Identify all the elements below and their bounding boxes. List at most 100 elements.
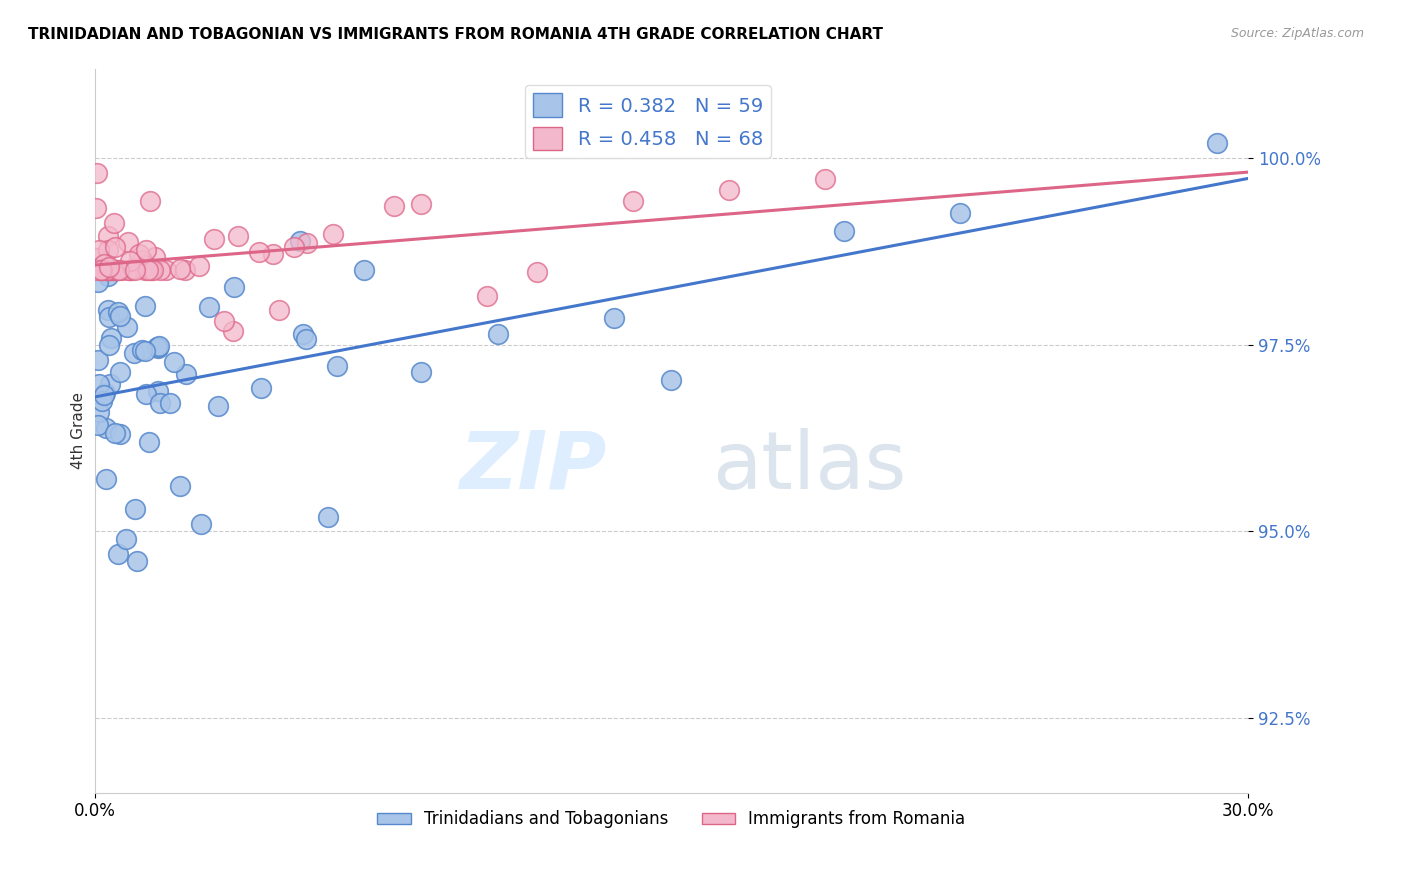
Point: [94, 385, 117, 400]
Point: [526, 265, 548, 279]
Point: [120, 263, 142, 277]
Point: [122, 262, 145, 277]
Point: [96, 269, 118, 284]
Point: [138, 434, 160, 449]
Text: TRINIDADIAN AND TOBAGONIAN VS IMMIGRANTS FROM ROMANIA 4TH GRADE CORRELATION CHAR: TRINIDADIAN AND TOBAGONIAN VS IMMIGRANTS…: [28, 27, 883, 42]
Point: [105, 263, 128, 277]
Point: [103, 216, 125, 230]
Point: [142, 263, 165, 277]
Point: [143, 250, 166, 264]
Point: [155, 263, 177, 277]
Point: [139, 263, 162, 277]
Point: [107, 305, 129, 319]
Point: [138, 263, 160, 277]
Point: [86, 263, 108, 277]
Point: [174, 367, 197, 381]
Point: [98, 260, 121, 275]
Point: [107, 263, 129, 277]
Point: [148, 339, 170, 353]
Point: [222, 279, 245, 293]
Point: [486, 326, 509, 341]
Point: [145, 340, 167, 354]
Point: [173, 263, 195, 277]
Point: [135, 387, 157, 401]
Point: [90, 393, 112, 408]
Point: [659, 373, 682, 387]
Point: [104, 240, 127, 254]
Point: [87, 275, 110, 289]
Point: [108, 365, 131, 379]
Point: [949, 206, 972, 220]
Point: [101, 263, 124, 277]
Point: [93, 257, 115, 271]
Point: [104, 425, 127, 440]
Point: [97, 338, 120, 352]
Point: [291, 327, 314, 342]
Point: [97, 263, 120, 277]
Point: [384, 199, 406, 213]
Point: [131, 253, 153, 268]
Point: [96, 263, 118, 277]
Point: [295, 332, 318, 346]
Point: [134, 263, 156, 277]
Point: [188, 259, 211, 273]
Point: [96, 263, 118, 277]
Point: [117, 235, 139, 249]
Point: [98, 377, 121, 392]
Point: [90, 263, 112, 277]
Point: [198, 300, 221, 314]
Point: [131, 343, 153, 357]
Point: [148, 341, 170, 355]
Point: [134, 344, 156, 359]
Point: [290, 234, 312, 248]
Point: [104, 263, 127, 277]
Point: [98, 263, 121, 277]
Point: [97, 243, 120, 257]
Point: [86, 166, 108, 180]
Point: [226, 229, 249, 244]
Point: [163, 355, 186, 369]
Point: [262, 247, 284, 261]
Point: [91, 263, 114, 277]
Point: [717, 183, 740, 197]
Point: [249, 381, 271, 395]
Y-axis label: 4th Grade: 4th Grade: [72, 392, 86, 469]
Point: [122, 346, 145, 360]
Point: [87, 405, 110, 419]
Point: [602, 310, 624, 325]
Point: [169, 261, 191, 276]
Point: [134, 299, 156, 313]
Point: [87, 352, 110, 367]
Point: [110, 263, 132, 277]
Point: [100, 331, 122, 345]
Text: Source: ZipAtlas.com: Source: ZipAtlas.com: [1230, 27, 1364, 40]
Point: [475, 289, 498, 303]
Point: [124, 263, 146, 277]
Point: [269, 303, 291, 318]
Point: [832, 224, 855, 238]
Point: [86, 201, 108, 215]
Point: [322, 227, 344, 242]
Point: [814, 171, 837, 186]
Point: [120, 254, 142, 268]
Point: [100, 263, 122, 277]
Point: [316, 510, 339, 524]
Point: [124, 501, 146, 516]
Point: [89, 244, 111, 258]
Point: [159, 395, 181, 409]
Point: [96, 421, 118, 435]
Point: [115, 532, 138, 546]
Point: [326, 359, 349, 373]
Point: [90, 263, 112, 277]
Point: [97, 228, 120, 243]
Point: [149, 396, 172, 410]
Point: [118, 263, 141, 277]
Point: [97, 303, 120, 318]
Point: [139, 194, 162, 208]
Point: [128, 247, 150, 261]
Point: [91, 263, 114, 277]
Text: atlas: atlas: [713, 428, 907, 506]
Point: [118, 263, 141, 277]
Point: [108, 427, 131, 442]
Point: [169, 478, 191, 492]
